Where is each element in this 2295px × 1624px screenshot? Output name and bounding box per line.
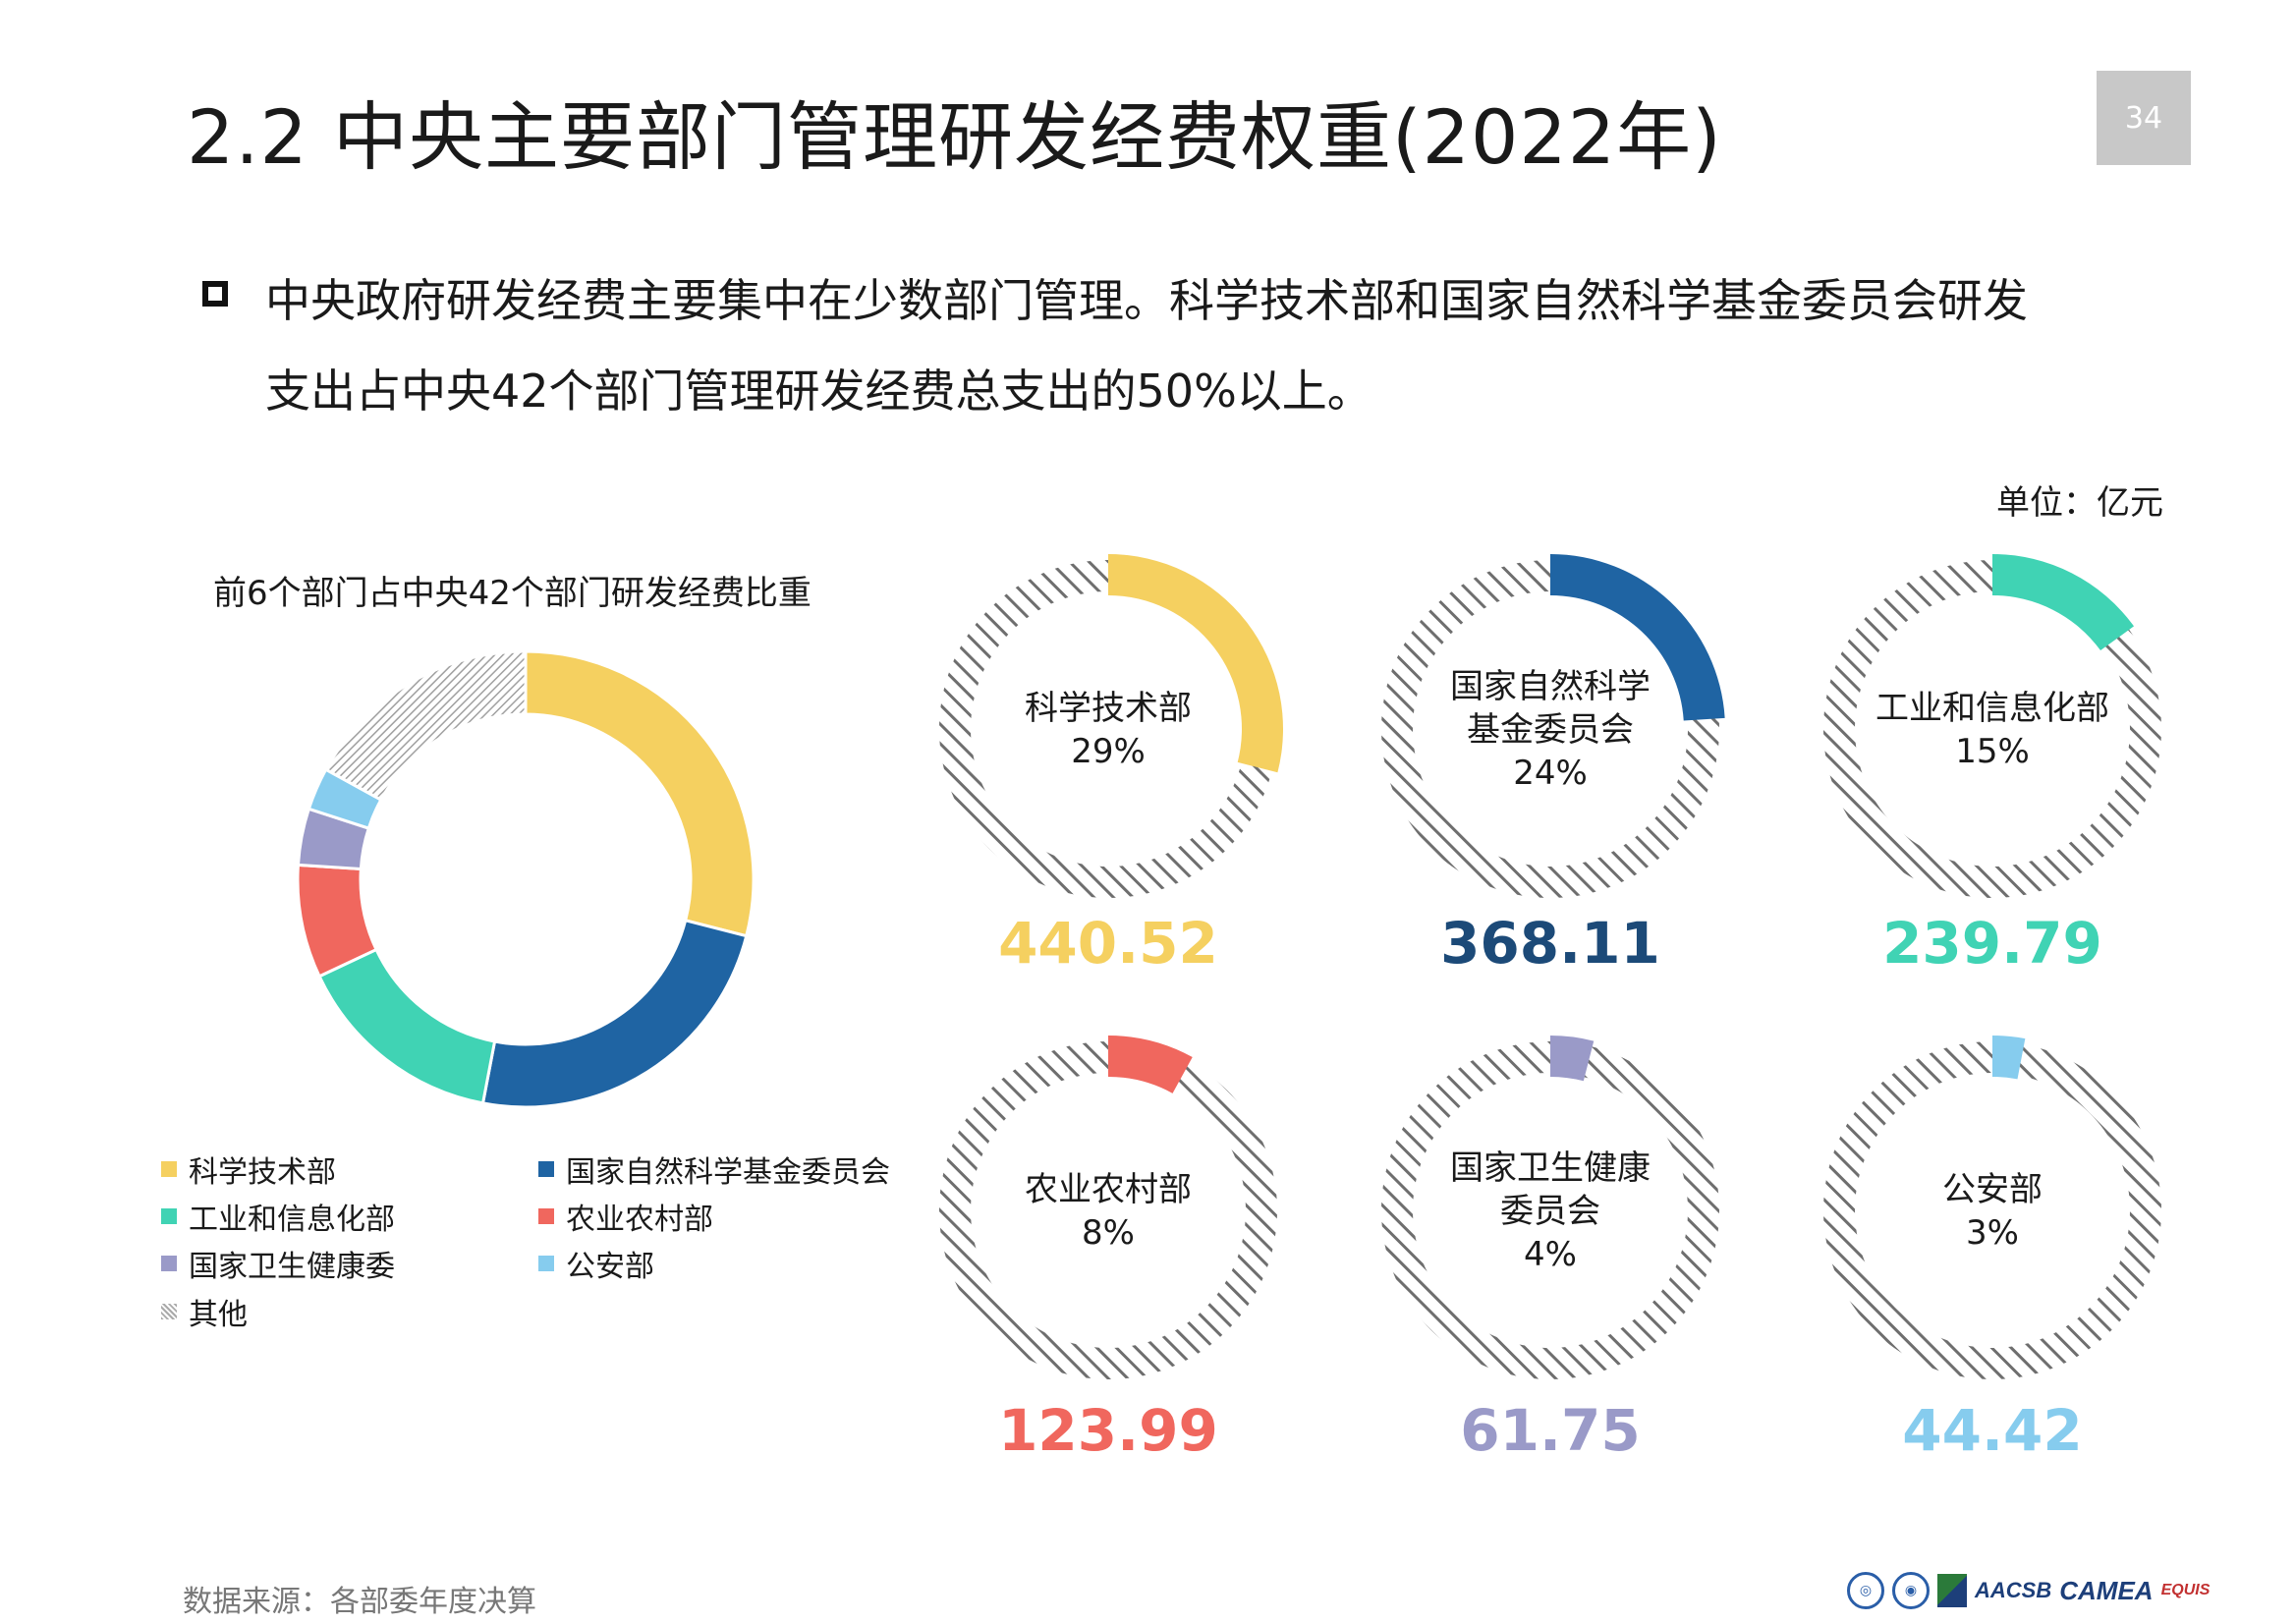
donut-dept-label: 国家卫生健康: [1450, 1148, 1651, 1188]
donut-dept-label: 工业和信息化部: [1875, 689, 2109, 728]
legend-swatch-moa: [538, 1208, 554, 1224]
legend-label-mps: 公安部: [566, 1250, 654, 1284]
legend-swatch-other: [161, 1304, 177, 1319]
legend-item-nsfc: 国家自然科学基金委员会: [538, 1148, 890, 1191]
donut-dept-label: 科学技术部: [1025, 689, 1192, 728]
donut-percent-label: 24%: [1513, 754, 1588, 793]
donut-ring-miit: [1823, 560, 2161, 898]
donut-percent-label: 29%: [1071, 732, 1146, 771]
main-donut-slice-most: [524, 649, 756, 938]
legend-item-miit: 工业和信息化部: [161, 1195, 395, 1238]
donut-share-nsfc: [1550, 554, 1725, 721]
legend-item-mps: 公安部: [538, 1242, 654, 1285]
legend-label-nhc: 国家卫生健康委: [189, 1250, 395, 1284]
page-title: 2.2 中央主要部门管理研发经费权重(2022年): [187, 93, 1722, 181]
donut-percent-label: 3%: [1966, 1213, 2019, 1253]
data-source-note: 数据来源：各部委年度决算: [183, 1585, 536, 1619]
donut-share-nhc: [1550, 1036, 1595, 1082]
main-donut-title: 前6个部门占中央42个部门研发经费比重: [213, 574, 812, 613]
donut-ring-moa: [938, 1041, 1278, 1379]
legend-swatch-mps: [538, 1256, 554, 1271]
donut-ring-mps: [1823, 1041, 2161, 1379]
donut-ring-nsfc: [1381, 560, 1719, 898]
donut-ring-nhc: [1381, 1041, 1719, 1379]
university-seal-icon: ◎: [1847, 1572, 1884, 1609]
legend-label-moa: 农业农村部: [566, 1203, 713, 1237]
donut-percent-label: 4%: [1524, 1235, 1577, 1274]
donut-dept-label: 基金委员会: [1467, 710, 1634, 750]
donut-dept-label: 农业农村部: [1025, 1170, 1192, 1209]
camea-logo-text: CAMEA: [2059, 1575, 2154, 1605]
legend-swatch-nsfc: [538, 1161, 554, 1177]
legend-item-nhc: 国家卫生健康委: [161, 1242, 395, 1285]
legend-swatch-nhc: [161, 1256, 177, 1271]
unit-label: 单位：亿元: [1996, 483, 2163, 523]
legend-label-miit: 工业和信息化部: [189, 1203, 395, 1237]
aacsb-mark-icon: [1937, 1574, 1967, 1607]
donut-amount-value: 440.52: [998, 910, 1218, 977]
donut-amount-value: 61.75: [1460, 1397, 1640, 1464]
donut-share-moa: [1108, 1036, 1193, 1093]
legend-swatch-miit: [161, 1208, 177, 1224]
school-emblem-icon: ◉: [1892, 1572, 1930, 1609]
legend-item-other: 其他: [161, 1290, 248, 1333]
donut-ring-most: [938, 560, 1278, 898]
main-donut-chart: [296, 649, 756, 1109]
donut-dept-label: 委员会: [1500, 1192, 1600, 1231]
legend-label-other: 其他: [189, 1298, 248, 1332]
equis-logo-text: EQUIS: [2160, 1582, 2211, 1598]
legend-label-nsfc: 国家自然科学基金委员会: [566, 1155, 890, 1190]
bullet-square-icon: [202, 281, 228, 307]
donut-dept-label: 公安部: [1942, 1170, 2043, 1209]
donut-amount-value: 44.42: [1902, 1397, 2082, 1464]
donut-share-most: [1108, 554, 1283, 773]
aacsb-logo-text: AACSB: [1975, 1578, 2052, 1602]
main-donut-slice-miit: [317, 947, 497, 1105]
main-donut-slice-other: [323, 649, 528, 803]
bullet-text-line-1: 中央政府研发经费主要集中在少数部门管理。科学技术部和国家自然科学基金委员会研发: [265, 274, 2028, 327]
main-donut-slice-nsfc: [480, 918, 749, 1109]
legend-label-most: 科学技术部: [189, 1155, 336, 1190]
donut-amount-value: 368.11: [1440, 910, 1660, 977]
donut-dept-label: 国家自然科学: [1450, 667, 1651, 706]
donut-share-mps: [1992, 1036, 2026, 1080]
legend-swatch-most: [161, 1161, 177, 1177]
donut-share-miit: [1992, 554, 2135, 651]
legend-item-moa: 农业农村部: [538, 1195, 713, 1238]
donut-amount-value: 239.79: [1882, 910, 2102, 977]
legend-item-most: 科学技术部: [161, 1148, 336, 1191]
donut-amount-value: 123.99: [998, 1397, 1218, 1464]
page-number-badge: 34: [2097, 71, 2191, 165]
donut-percent-label: 15%: [1955, 732, 2030, 771]
donut-percent-label: 8%: [1082, 1213, 1135, 1253]
accreditation-logos: ◎ ◉ AACSB CAMEA EQUIS: [1847, 1572, 2210, 1609]
bullet-text-line-2: 支出占中央42个部门管理研发经费总支出的50%以上。: [265, 364, 1372, 418]
